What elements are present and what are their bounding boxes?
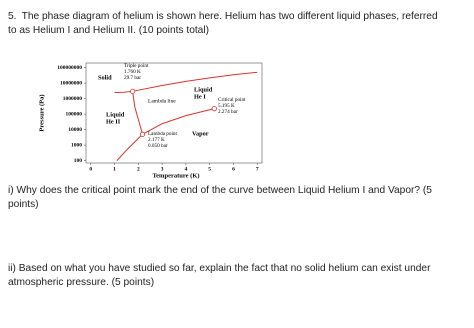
region-label: He I bbox=[194, 93, 206, 100]
point-label: 5.195 K bbox=[218, 103, 235, 109]
y-tick-label: 100000000 bbox=[57, 65, 82, 71]
point-label: 0.050 bar bbox=[148, 143, 168, 149]
phase-point bbox=[139, 131, 146, 137]
x-tick-label: 5 bbox=[208, 166, 211, 172]
phase-boundary bbox=[116, 108, 215, 161]
question: 5. The phase diagram of helium is shown … bbox=[8, 11, 438, 36]
region-label: Liquid bbox=[106, 111, 125, 118]
curve-label: Lambda line bbox=[148, 98, 176, 104]
x-tick-label: 7 bbox=[256, 166, 259, 172]
subquestion: i) Why does the critical point mark the … bbox=[8, 185, 432, 210]
point-label: 2.274 bar bbox=[218, 109, 238, 115]
y-tick-label: 1000000 bbox=[63, 96, 83, 102]
x-tick-label: 0 bbox=[89, 166, 92, 172]
phase-point bbox=[211, 106, 217, 112]
region-label: Vapor bbox=[192, 130, 209, 137]
y-tick-label: 1000 bbox=[71, 142, 82, 148]
x-tick-label: 4 bbox=[185, 166, 188, 172]
y-tick-label: 100000 bbox=[66, 111, 83, 117]
phase-boundary bbox=[132, 71, 258, 92]
x-tick-label: 6 bbox=[232, 166, 235, 172]
point-label: Triple point bbox=[124, 63, 149, 69]
phase-boundary bbox=[114, 90, 133, 93]
y-tick-label: 100 bbox=[74, 158, 83, 164]
point-label: 1.760 K bbox=[124, 69, 141, 75]
subquestion: ii) Based on what you have studied so fa… bbox=[8, 263, 431, 288]
phase-boundary bbox=[132, 91, 144, 135]
x-tick-label: 1 bbox=[113, 166, 116, 172]
point-label: Critical point bbox=[218, 97, 246, 103]
plot-frame bbox=[85, 62, 263, 164]
phase-diagram: Temperature (K) Pressure (Pa) 0 1 2 3 4 5 6 7 10… bbox=[38, 62, 263, 179]
x-tick-label: 3 bbox=[161, 166, 164, 172]
y-axis-label: Pressure (Pa) bbox=[38, 94, 45, 131]
region-label: He II bbox=[106, 118, 121, 125]
point-label: 29.7 bar bbox=[124, 75, 141, 81]
y-tick-label: 10000000 bbox=[60, 80, 82, 86]
x-axis-label: Temperature (K) bbox=[152, 172, 199, 179]
point-label: Lambda point bbox=[148, 131, 178, 137]
region-label: Solid bbox=[98, 74, 112, 81]
region-label: Liquid bbox=[194, 86, 213, 93]
y-tick-label: 10000 bbox=[68, 127, 82, 133]
phase-point bbox=[130, 88, 136, 94]
point-label: 2.177 K bbox=[148, 137, 165, 143]
x-tick-label: 2 bbox=[137, 166, 140, 172]
